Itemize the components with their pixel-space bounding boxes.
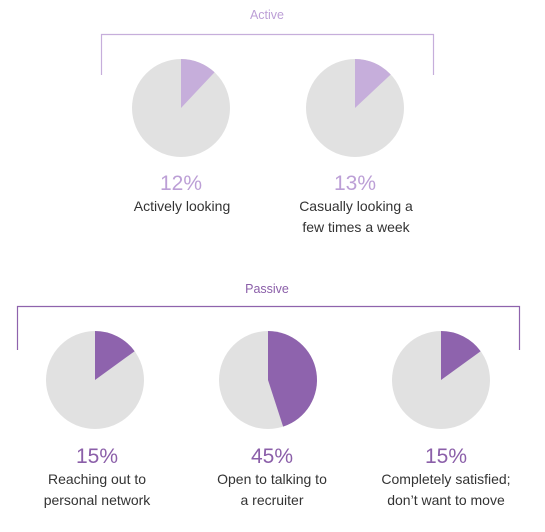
passive-group-bracket: [16, 305, 521, 350]
pie-highlight-slice: [181, 59, 215, 108]
pie-caption-line: few times a week: [302, 219, 410, 235]
pie-chart-actively-looking: 12% Actively looking: [132, 59, 230, 214]
pie-percent-label: 15%: [76, 445, 118, 468]
pie-caption-line: Casually looking a: [299, 198, 413, 214]
pie-chart-completely-satisfied: 15% Completely satisfied; don’t want to …: [381, 331, 511, 508]
pie-highlight-slice: [355, 59, 391, 108]
active-group-bracket: [100, 33, 435, 75]
pie-chart-casually-looking: 13% Casually looking a few times a week: [299, 59, 413, 235]
pie-caption-line: a recruiter: [240, 492, 303, 508]
passive-group: Passive: [16, 282, 521, 350]
pie-percent-label: 15%: [425, 445, 467, 468]
pie-percent-label: 13%: [334, 172, 376, 195]
pie-caption-line: Open to talking to: [217, 471, 327, 487]
pie-chart-open-to-recruiter: 45% Open to talking to a recruiter: [217, 331, 327, 508]
pie-caption-line: Completely satisfied;: [381, 471, 510, 487]
pie-highlight-slice: [268, 331, 317, 427]
pie-highlight-slice: [441, 331, 481, 380]
pie-highlight-slice: [95, 331, 135, 380]
passive-group-label: Passive: [245, 282, 289, 296]
pie-caption-line: Reaching out to: [48, 471, 146, 487]
pie-chart-reaching-out: 15% Reaching out to personal network: [44, 331, 152, 508]
active-group-label: Active: [250, 8, 284, 22]
pie-percent-label: 45%: [251, 445, 293, 468]
pie-caption-line: personal network: [44, 492, 152, 508]
pie-percent-label: 12%: [160, 172, 202, 195]
pie-caption-line: don’t want to move: [387, 492, 505, 508]
pie-caption-line: Actively looking: [134, 198, 231, 214]
active-group: Active: [100, 8, 435, 75]
